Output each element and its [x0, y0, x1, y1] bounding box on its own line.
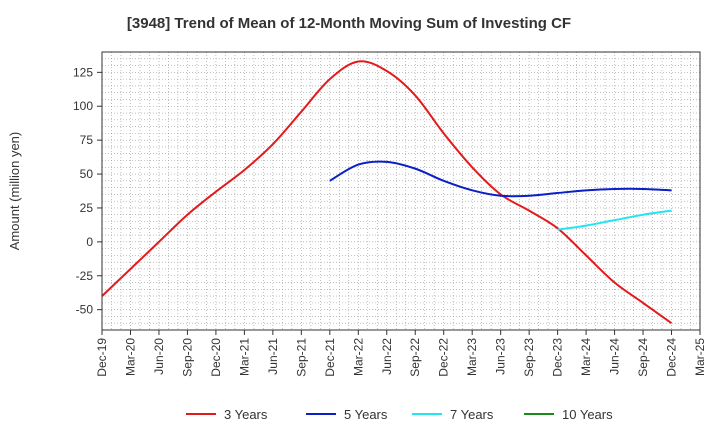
x-tick-label: Dec-23 — [551, 338, 565, 377]
x-tick-label: Sep-23 — [522, 338, 536, 377]
chart-title: [3948] Trend of Mean of 12-Month Moving … — [127, 15, 571, 32]
y-tick-label: 0 — [86, 235, 93, 249]
legend: 3 Years 5 Years 7 Years 10 Years — [186, 407, 613, 422]
x-tick-label: Mar-22 — [351, 338, 365, 376]
x-tick-label: Jun-24 — [608, 338, 622, 375]
x-axis-ticks: Dec-19 Mar-20 Jun-20 Sep-20 Dec-20 Mar-21 Jun-… — [95, 330, 707, 377]
legend-label-5-years: 5 Years — [344, 407, 388, 422]
grid — [101, 52, 701, 330]
x-tick-label: Jun-20 — [152, 338, 166, 375]
x-tick-label: Mar-20 — [123, 338, 137, 376]
x-tick-label: Sep-21 — [294, 338, 308, 377]
x-tick-label: Mar-23 — [465, 338, 479, 376]
x-tick-label: Mar-24 — [579, 338, 593, 376]
y-axis-ticks: 125 100 75 50 25 0 -25 -50 — [73, 65, 102, 317]
x-tick-label: Sep-20 — [180, 338, 194, 377]
y-tick-label: -50 — [76, 303, 94, 317]
legend-label-3-years: 3 Years — [224, 407, 268, 422]
x-tick-label: Mar-21 — [237, 338, 251, 376]
plot-frame — [101, 51, 701, 331]
legend-label-7-years: 7 Years — [450, 407, 494, 422]
legend-label-10-years: 10 Years — [562, 407, 613, 422]
y-tick-label: 100 — [73, 99, 93, 113]
x-tick-label: Dec-21 — [323, 338, 337, 377]
y-tick-label: 75 — [80, 133, 94, 147]
x-tick-label: Jun-22 — [380, 338, 394, 375]
x-tick-label: Dec-19 — [95, 338, 109, 377]
x-tick-label: Sep-24 — [636, 338, 650, 377]
series-line-7-years — [557, 209, 672, 231]
x-tick-label: Dec-20 — [209, 338, 223, 377]
series-group — [101, 60, 673, 325]
x-tick-label: Dec-24 — [665, 338, 679, 377]
y-tick-label: 125 — [73, 65, 93, 79]
x-tick-label: Jun-21 — [266, 338, 280, 375]
y-axis-label: Amount (million yen) — [7, 132, 22, 251]
x-tick-label: Sep-22 — [408, 338, 422, 377]
y-tick-label: 25 — [80, 201, 94, 215]
x-tick-label: Dec-22 — [437, 338, 451, 377]
y-tick-label: -25 — [76, 269, 94, 283]
x-tick-label: Mar-25 — [693, 338, 707, 376]
series-line-3-years — [101, 60, 673, 325]
y-tick-label: 50 — [80, 167, 94, 181]
series-line-5-years — [329, 160, 672, 198]
x-tick-label: Jun-23 — [494, 338, 508, 375]
